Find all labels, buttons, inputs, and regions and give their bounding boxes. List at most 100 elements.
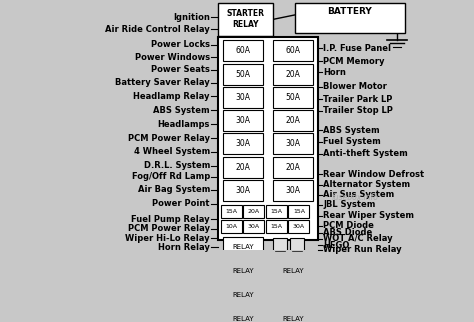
- Bar: [223, 110, 263, 131]
- Text: PCM Power Relay: PCM Power Relay: [128, 134, 210, 143]
- Text: Alternator System: Alternator System: [323, 180, 410, 189]
- Text: 30A: 30A: [236, 186, 250, 195]
- Text: Fuel Pump Relay: Fuel Pump Relay: [131, 215, 210, 224]
- Text: Air Bag System: Air Bag System: [137, 185, 210, 194]
- Text: Battery Saver Relay: Battery Saver Relay: [115, 79, 210, 88]
- Text: Air Ride Control Relay: Air Ride Control Relay: [105, 25, 210, 34]
- Bar: [273, 180, 313, 201]
- Text: Power Locks: Power Locks: [151, 41, 210, 50]
- Text: ABS System: ABS System: [154, 106, 210, 115]
- Bar: [288, 288, 300, 303]
- Bar: [303, 288, 315, 303]
- Text: 50A: 50A: [285, 93, 301, 102]
- Text: RELAY: RELAY: [232, 20, 259, 29]
- Text: 30A: 30A: [248, 224, 260, 229]
- Text: RELAY: RELAY: [282, 317, 304, 322]
- Text: Rear Wiper System: Rear Wiper System: [323, 211, 414, 220]
- Bar: [223, 133, 263, 154]
- Bar: [221, 205, 242, 218]
- Text: 30A: 30A: [293, 224, 305, 229]
- Bar: [273, 63, 313, 85]
- Text: 4 Wheel System: 4 Wheel System: [134, 147, 210, 156]
- Text: JBL System: JBL System: [323, 200, 375, 209]
- Text: 20A: 20A: [236, 163, 250, 172]
- Text: RELAY: RELAY: [232, 317, 254, 322]
- Text: RELAY: RELAY: [232, 244, 254, 251]
- Bar: [273, 87, 313, 108]
- Text: WOT A/C Relay: WOT A/C Relay: [323, 234, 392, 243]
- Text: RELAY: RELAY: [232, 269, 254, 274]
- Text: Anti-theft System: Anti-theft System: [323, 149, 408, 158]
- Text: 60A: 60A: [236, 46, 250, 55]
- Text: Headlamp Relay: Headlamp Relay: [134, 92, 210, 101]
- Text: 30A: 30A: [285, 139, 301, 148]
- Text: RELAY: RELAY: [282, 269, 304, 274]
- Text: 30A: 30A: [236, 139, 250, 148]
- Bar: [273, 238, 287, 257]
- Text: Wiper Hi-Lo Relay: Wiper Hi-Lo Relay: [126, 233, 210, 242]
- Bar: [223, 308, 263, 322]
- Text: ABS System: ABS System: [323, 126, 380, 135]
- Bar: [273, 133, 313, 154]
- Text: Fuel System: Fuel System: [323, 137, 381, 147]
- Text: 60A: 60A: [285, 46, 301, 55]
- Text: Fog/Off Rd Lamp: Fog/Off Rd Lamp: [132, 172, 210, 181]
- Text: 20A: 20A: [285, 163, 301, 172]
- Text: 30A: 30A: [236, 116, 250, 125]
- Bar: [273, 110, 313, 131]
- Bar: [244, 205, 264, 218]
- Text: I.P. Fuse Panel: I.P. Fuse Panel: [323, 43, 391, 52]
- Bar: [273, 308, 313, 322]
- Text: STARTER: STARTER: [227, 9, 264, 18]
- Text: 20A: 20A: [285, 70, 301, 79]
- Text: Power Point: Power Point: [153, 199, 210, 208]
- Text: 30A: 30A: [285, 186, 301, 195]
- Text: Power Windows: Power Windows: [135, 53, 210, 62]
- Text: PCM Memory: PCM Memory: [323, 57, 384, 66]
- Bar: [223, 237, 263, 258]
- Text: fusebox.info: fusebox.info: [331, 193, 378, 202]
- Text: Trailer Park LP: Trailer Park LP: [323, 95, 392, 104]
- Bar: [289, 220, 310, 233]
- Bar: [244, 220, 264, 233]
- Bar: [289, 205, 310, 218]
- Bar: [295, 3, 405, 33]
- Bar: [223, 87, 263, 108]
- Bar: [223, 156, 263, 177]
- Bar: [218, 37, 318, 241]
- Bar: [273, 288, 285, 303]
- Text: PCM Power Relay: PCM Power Relay: [128, 224, 210, 233]
- Text: PCM Diode: PCM Diode: [323, 221, 374, 230]
- Text: Horn Relay: Horn Relay: [158, 243, 210, 252]
- Text: D.R.L. System: D.R.L. System: [144, 161, 210, 170]
- Bar: [273, 260, 313, 282]
- Bar: [290, 238, 304, 257]
- Bar: [218, 3, 273, 36]
- Bar: [223, 40, 263, 61]
- Text: Power Seats: Power Seats: [151, 65, 210, 74]
- Bar: [223, 63, 263, 85]
- Bar: [221, 220, 242, 233]
- Bar: [223, 180, 263, 201]
- Bar: [266, 220, 287, 233]
- Text: 10A: 10A: [226, 224, 237, 229]
- Text: Wiper Run Relay: Wiper Run Relay: [323, 245, 401, 254]
- Text: Blower Motor: Blower Motor: [323, 82, 387, 91]
- Bar: [273, 156, 313, 177]
- Text: Air Sus System: Air Sus System: [323, 190, 394, 199]
- Bar: [266, 205, 287, 218]
- Text: HEGO: HEGO: [323, 241, 349, 250]
- Text: BATTERY: BATTERY: [328, 7, 373, 16]
- Text: 15A: 15A: [226, 209, 237, 214]
- Text: Ignition: Ignition: [173, 13, 210, 22]
- Text: Trailer Stop LP: Trailer Stop LP: [323, 106, 393, 115]
- Text: 15A: 15A: [271, 224, 283, 229]
- Text: 15A: 15A: [271, 209, 283, 214]
- Bar: [223, 285, 263, 306]
- Text: 20A: 20A: [285, 116, 301, 125]
- Text: Horn: Horn: [323, 68, 346, 77]
- Text: Headlamps: Headlamps: [158, 119, 210, 128]
- Text: ABS Diode: ABS Diode: [323, 228, 372, 237]
- Text: 20A: 20A: [248, 209, 260, 214]
- Text: 30A: 30A: [236, 93, 250, 102]
